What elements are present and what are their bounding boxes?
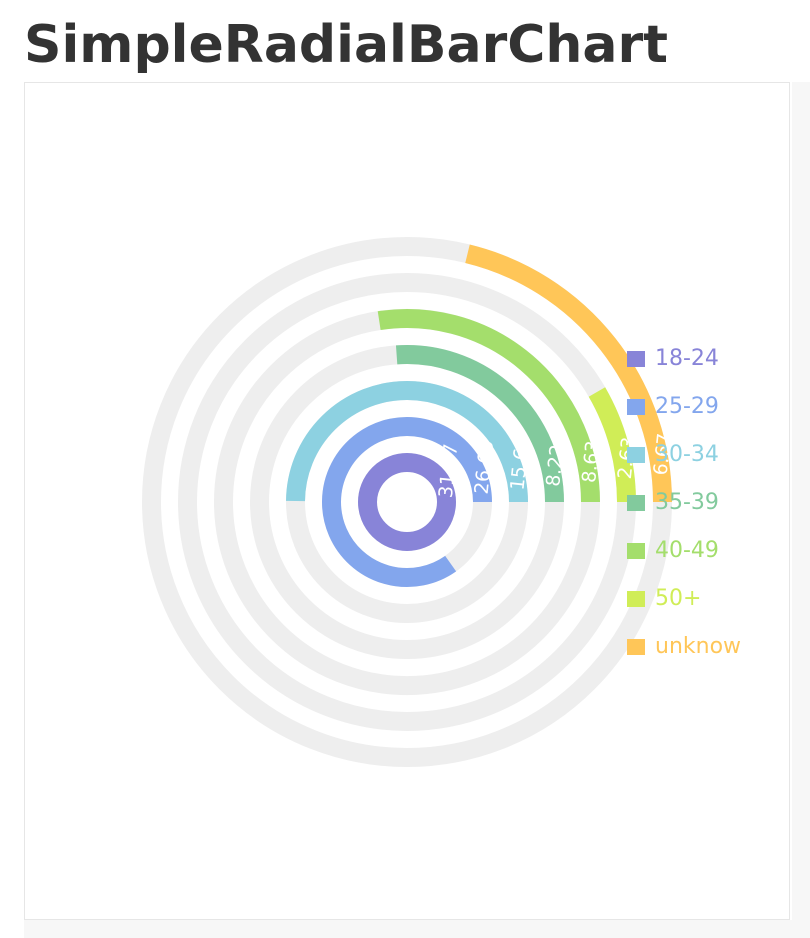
- radial-bar[interactable]: [377, 309, 600, 503]
- bar-value-label: 15.69: [506, 435, 534, 491]
- legend-label: 18-24: [655, 346, 719, 371]
- legend-item[interactable]: 40-49: [627, 538, 719, 563]
- bar-value-label: 8.63: [578, 440, 604, 484]
- legend-item[interactable]: 18-24: [627, 346, 719, 371]
- legend-label: 25-29: [655, 394, 719, 419]
- legend-swatch: [627, 495, 645, 511]
- legend-swatch: [627, 447, 645, 463]
- radial-bar[interactable]: [357, 453, 456, 551]
- legend-item[interactable]: 30-34: [627, 442, 719, 467]
- bar-layer: [286, 244, 672, 587]
- legend-label: 50+: [655, 586, 701, 611]
- legend-item[interactable]: 35-39: [627, 490, 719, 515]
- legend-label: 35-39: [655, 490, 719, 515]
- legend-swatch: [627, 639, 645, 655]
- legend-label: 40-49: [655, 538, 719, 563]
- bar-value-label: 8.22: [542, 443, 568, 487]
- radial-bar[interactable]: [322, 417, 492, 587]
- legend-swatch: [627, 543, 645, 559]
- legend: 18-24 25-29 30-34 35-39 40-49 50+ unknow: [627, 346, 741, 659]
- radial-track: [177, 273, 636, 731]
- legend-item[interactable]: 50+: [627, 586, 701, 611]
- radial-bar[interactable]: [395, 345, 564, 503]
- legend-item[interactable]: unknow: [627, 634, 741, 659]
- scroll-gutter: [792, 82, 810, 938]
- radial-bar[interactable]: [588, 387, 636, 503]
- legend-swatch: [627, 399, 645, 415]
- legend-label: 30-34: [655, 442, 719, 467]
- radial-bar[interactable]: [286, 380, 528, 503]
- bar-value-label: 6.67: [650, 432, 676, 476]
- bottom-gutter: [24, 920, 810, 938]
- bar-value-label: 26.69: [471, 439, 499, 495]
- radial-bar[interactable]: [465, 244, 672, 503]
- legend-swatch: [627, 351, 645, 367]
- legend-label: unknow: [655, 634, 741, 659]
- legend-swatch: [627, 591, 645, 607]
- page-title: SimpleRadialBarChart: [24, 15, 669, 75]
- bar-value-label: 31.47: [435, 443, 463, 499]
- legend-item[interactable]: 25-29: [627, 394, 719, 419]
